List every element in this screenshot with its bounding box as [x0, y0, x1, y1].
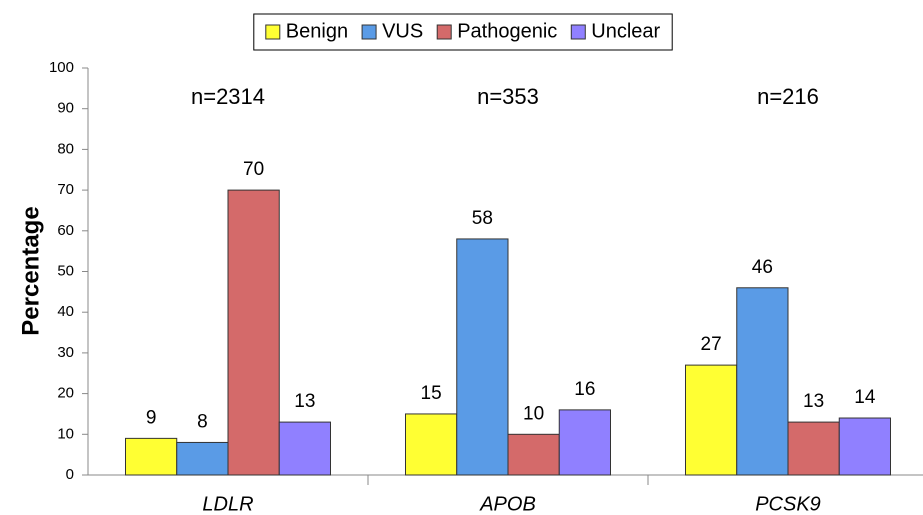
bar — [125, 437, 178, 476]
bar — [787, 421, 840, 476]
y-tick-label: 80 — [57, 140, 74, 157]
value-label: 9 — [146, 407, 157, 428]
x-tick-label: PCSK9 — [755, 493, 821, 515]
annotation: n=2314 — [191, 84, 265, 109]
y-axis-label: Percentage — [17, 206, 44, 335]
annotation: n=216 — [757, 84, 819, 109]
value-label: 13 — [294, 391, 315, 412]
bar — [685, 364, 738, 476]
value-label: 16 — [574, 379, 595, 400]
value-label: 70 — [243, 159, 264, 180]
y-tick-label: 70 — [57, 181, 74, 198]
legend-label: Pathogenic — [457, 20, 557, 42]
y-tick-label: 100 — [49, 59, 74, 76]
bar — [507, 433, 560, 476]
y-tick-label: 10 — [57, 425, 74, 442]
y-tick-label: 0 — [66, 466, 74, 483]
legend-box — [253, 13, 673, 51]
value-label: 14 — [854, 387, 876, 408]
y-tick-label: 50 — [57, 262, 74, 279]
value-label: 10 — [523, 403, 544, 424]
legend-label: Unclear — [591, 20, 660, 42]
legend-label: VUS — [382, 20, 423, 42]
value-label: 15 — [421, 383, 442, 404]
bar — [838, 417, 891, 476]
y-tick-label: 40 — [57, 303, 74, 320]
y-tick-label: 90 — [57, 100, 74, 117]
y-tick-label: 60 — [57, 222, 74, 239]
bar — [176, 441, 229, 476]
value-label: 8 — [197, 411, 208, 432]
y-tick-label: 20 — [57, 385, 74, 402]
y-tick-label: 30 — [57, 344, 74, 361]
value-label: 13 — [803, 391, 824, 412]
bar — [278, 421, 331, 476]
value-label: 58 — [472, 208, 493, 229]
legend-swatch — [436, 24, 452, 40]
legend-swatch — [361, 24, 377, 40]
value-label: 46 — [752, 257, 773, 278]
bar — [227, 189, 280, 476]
legend-swatch — [265, 24, 281, 40]
bar — [456, 238, 509, 476]
legend-label: Benign — [286, 20, 348, 42]
bar — [736, 287, 789, 476]
bar — [405, 413, 458, 476]
value-label: 27 — [701, 334, 722, 355]
x-tick-label: LDLR — [202, 493, 253, 515]
x-tick-label: APOB — [479, 493, 536, 515]
annotation: n=353 — [477, 84, 539, 109]
legend-swatch — [570, 24, 586, 40]
bar — [558, 409, 611, 476]
